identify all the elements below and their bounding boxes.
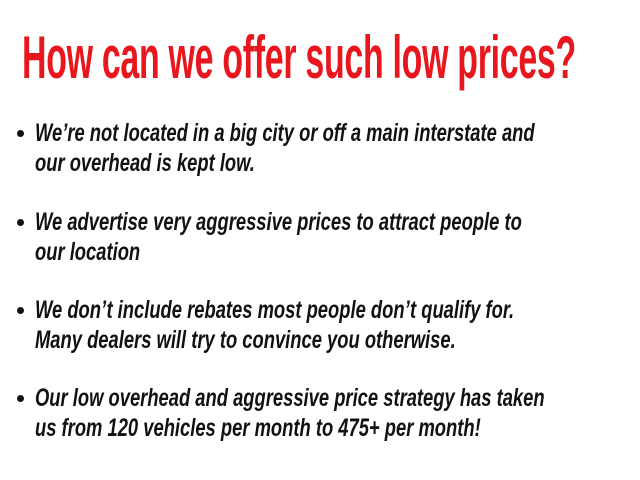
bullet-line: our location	[35, 238, 141, 266]
bullet-dot-icon	[17, 395, 24, 402]
bullet-dot-icon	[17, 130, 24, 137]
slide-title: How can we offer such low prices?	[22, 24, 576, 91]
bullet-line: We don’t include rebates most people don…	[35, 296, 515, 324]
bullet-dot-icon	[17, 219, 24, 226]
bullet-line: We advertise very aggressive prices to a…	[35, 208, 522, 236]
bullet-line: Many dealers will try to convince you ot…	[35, 326, 456, 354]
bullet-line: Our low overhead and aggressive price st…	[35, 384, 545, 412]
bullet-line: our overhead is kept low.	[35, 149, 255, 177]
bullet-line: We’re not located in a big city or off a…	[35, 119, 535, 147]
bullet-dot-icon	[17, 307, 24, 314]
bullet-line: us from 120 vehicles per month to 475+ p…	[35, 414, 481, 442]
